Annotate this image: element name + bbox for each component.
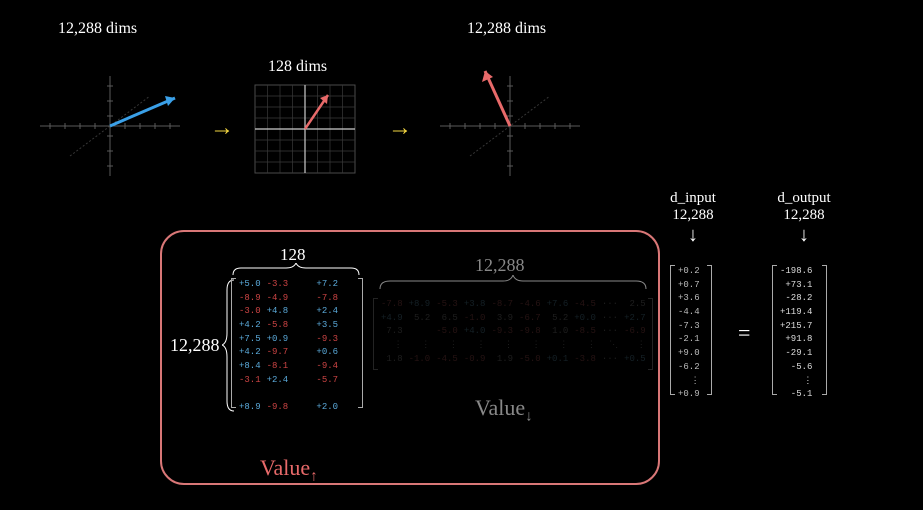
d-output-label: d_output 12,288 ↓	[764, 190, 844, 247]
value-up-label: Value↑	[260, 455, 318, 485]
d-input-label: d_input 12,288 ↓	[658, 190, 728, 247]
d-output-vector: -198.6+73.1-28.2+119.4+215.7+91.8-29.1-5…	[777, 265, 815, 402]
matrix-a: +5.0-3.3···+7.2-8.9-4.9···-7.8-3.0+4.8··…	[236, 278, 341, 415]
matrix-a-top-brace	[231, 263, 361, 277]
left-dims-label: 12,288 dims	[58, 20, 137, 38]
d-input-vector: +0.2+0.7+3.6-4.4-7.3-2.1+9.0-6.2⋮+0.9	[675, 265, 703, 402]
matrix-b: -7.8+8.9-5.3+3.8-8.7-4.6+7.6-4.5···2.5+4…	[378, 298, 649, 366]
bottom-equation: 128 12,288 +5.0-3.3···+7.2-8.9-4.9···-7.…	[0, 200, 923, 510]
flow-arrow-2: →	[388, 115, 412, 142]
equals-sign: =	[738, 320, 750, 346]
mid-grid-diagram	[250, 80, 360, 180]
left-axis-diagram	[30, 46, 190, 186]
matrix-a-cols-label: 128	[280, 245, 306, 265]
value-down-label: Value↓	[475, 395, 533, 425]
flow-arrow-1: →	[210, 115, 234, 142]
mid-dims-label: 128 dims	[268, 58, 327, 76]
matrix-b-cols-label: 12,288	[475, 255, 525, 276]
right-dims-label: 12,288 dims	[467, 20, 546, 38]
matrix-b-top-brace	[378, 275, 648, 291]
top-diagram-row: 12,288 dims → 128 dims	[0, 10, 923, 200]
right-axis-diagram	[430, 46, 590, 186]
matrix-a-rows-label: 12,288	[170, 335, 220, 356]
down-arrow-icon: ↓	[658, 224, 728, 247]
down-arrow-icon: ↓	[764, 224, 844, 247]
